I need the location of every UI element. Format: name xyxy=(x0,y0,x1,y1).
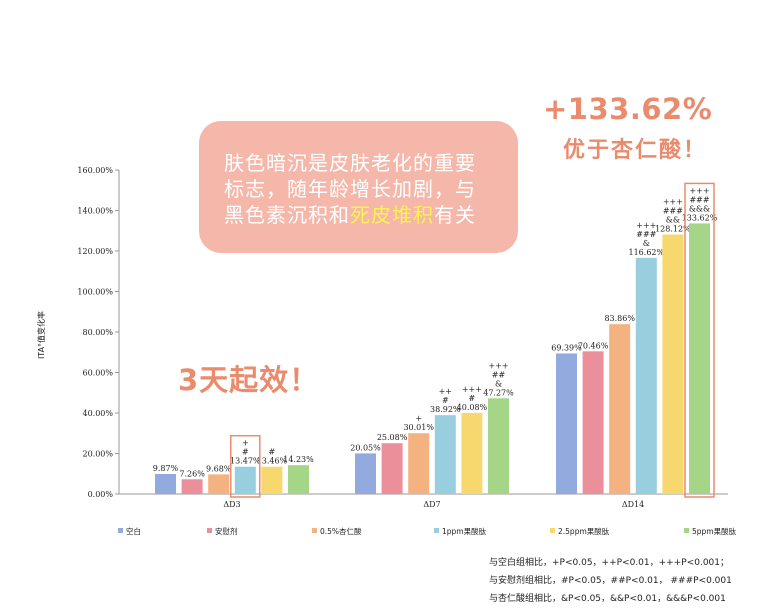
data-label: 83.86% xyxy=(604,314,635,323)
significance-mark: & xyxy=(495,379,502,388)
significance-mark: & xyxy=(643,239,650,248)
data-label: 128.12% xyxy=(655,225,691,234)
significance-mark: ## xyxy=(492,370,506,379)
significance-mark: &&& xyxy=(689,204,710,213)
y-tick-label: 40.00% xyxy=(82,409,113,418)
y-tick-label: 80.00% xyxy=(82,328,113,337)
y-tick-label: 0.00% xyxy=(88,490,114,499)
y-tick-label: 140.00% xyxy=(77,207,113,216)
bar-1-3 xyxy=(556,353,577,494)
bar-6-1 xyxy=(288,465,309,494)
legend-swatch xyxy=(684,528,689,533)
y-axis-label: ITA°值变化率 xyxy=(36,311,46,359)
data-label: 69.39% xyxy=(551,343,582,352)
callout-line-1: 肤色暗沉是皮肤老化的重要 xyxy=(224,151,476,175)
data-label: 30.01% xyxy=(403,423,434,432)
headline-subtitle: 优于杏仁酸！ xyxy=(563,138,708,163)
data-label: 133.62% xyxy=(682,213,718,222)
significance-mark: ### xyxy=(689,195,709,204)
legend-label: 安慰剂 xyxy=(215,526,238,536)
data-label: 40.08% xyxy=(457,403,488,412)
legend-swatch xyxy=(434,528,439,533)
data-label: 13.47% xyxy=(230,457,261,466)
callout-line-3: 黑色素沉积和死皮堆积有关 xyxy=(224,202,508,228)
note-vs-blank: 与空白组相比，+P<0.05，++P<0.01，+++P<0.001； xyxy=(489,558,729,568)
bar-4-3 xyxy=(635,257,657,494)
significance-mark: # xyxy=(469,394,476,403)
significance-mark: # xyxy=(242,448,249,457)
legend-swatch xyxy=(207,528,212,533)
bar-5-2 xyxy=(461,412,483,494)
note-vs-placebo: 与安慰剂组相比，#P<0.05，##P<0.01， ###P<0.001 xyxy=(489,576,732,586)
data-label: 20.05% xyxy=(350,443,381,452)
significance-mark: ### xyxy=(663,207,683,216)
significance-mark: ++ xyxy=(439,387,452,396)
y-tick-label: 60.00% xyxy=(82,369,113,378)
data-label: 9.68% xyxy=(206,464,232,473)
y-tick-label: 120.00% xyxy=(77,247,113,256)
note-vs-mandelic: 与杏仁酸组相比，&P<0.05，&&P<0.01，&&&P<0.001 xyxy=(489,594,726,604)
callout-box: 肤色暗沉是皮肤老化的重要 标志，随年龄增长加剧，与 黑色素沉积和死皮堆积有关 xyxy=(199,121,518,253)
significance-mark: && xyxy=(666,216,680,225)
data-label: 25.08% xyxy=(377,433,408,442)
significance-mark: + xyxy=(415,414,422,423)
callout-line-2: 标志，随年龄增长加剧，与 xyxy=(224,177,476,201)
significance-mark: +++ xyxy=(488,361,508,370)
headline-percent: +133.62% xyxy=(543,92,713,126)
bar-6-2 xyxy=(488,398,509,494)
significance-mark: +++ xyxy=(636,221,656,230)
bar-4-2 xyxy=(434,415,456,494)
significance-mark: +++ xyxy=(462,385,482,394)
bar-3-2 xyxy=(408,433,430,494)
data-label: 13.46% xyxy=(257,457,288,466)
legend-swatch xyxy=(118,528,123,533)
bar-3-1 xyxy=(208,474,230,494)
y-tick-label: 20.00% xyxy=(82,450,113,459)
bar-2-3 xyxy=(582,351,604,494)
bar-2-2 xyxy=(381,443,403,494)
legend-swatch xyxy=(550,528,555,533)
bar-1-1 xyxy=(155,474,176,494)
bar-2-1 xyxy=(181,479,203,494)
legend-label: 2.5ppm果酸肽 xyxy=(558,526,610,536)
three-day-effect-text: 3天起效！ xyxy=(178,363,320,397)
legend-label: 5ppm果酸肽 xyxy=(692,526,737,536)
bar-1-2 xyxy=(355,453,376,494)
bar-4-1 xyxy=(234,466,256,494)
data-label: 47.27% xyxy=(483,388,514,397)
y-tick-label: 100.00% xyxy=(77,288,113,297)
x-tick-label: ΔD14 xyxy=(622,500,644,509)
data-label: 14.23% xyxy=(283,455,314,464)
callout-text: 肤色暗沉是皮肤老化的重要 标志，随年龄增长加剧，与 黑色素沉积和死皮堆积有关 xyxy=(224,150,508,228)
significance-mark: +++ xyxy=(663,198,683,207)
y-tick-label: 160.00% xyxy=(77,166,113,175)
data-label: 116.62% xyxy=(629,248,665,257)
legend-label: 0.5%杏仁酸 xyxy=(320,526,362,536)
bar-3-3 xyxy=(609,324,631,494)
data-label: 38.92% xyxy=(430,405,461,414)
x-tick-label: ΔD3 xyxy=(223,500,240,509)
significance-mark: # xyxy=(269,448,276,457)
significance-mark: +++ xyxy=(689,186,709,195)
data-label: 7.26% xyxy=(179,469,205,478)
data-label: 70.46% xyxy=(578,341,609,350)
callout-line-3-pre: 黑色素沉积和 xyxy=(224,203,350,227)
legend-label: 1ppm果酸肽 xyxy=(442,526,487,536)
significance-mark: # xyxy=(442,396,449,405)
legend-swatch xyxy=(312,528,317,533)
callout-line-3-post: 有关 xyxy=(434,203,476,227)
callout-highlight: 死皮堆积 xyxy=(350,203,434,227)
data-label: 9.87% xyxy=(153,464,179,473)
significance-mark: + xyxy=(242,439,249,448)
highlight-box-d14 xyxy=(684,182,715,498)
legend-label: 空白 xyxy=(126,526,141,536)
bar-6-3 xyxy=(689,223,710,494)
x-tick-label: ΔD7 xyxy=(423,500,440,509)
bar-5-3 xyxy=(662,234,684,494)
significance-mark: ### xyxy=(636,230,656,239)
bar-5-1 xyxy=(261,466,283,494)
highlight-box-d3 xyxy=(230,434,261,498)
